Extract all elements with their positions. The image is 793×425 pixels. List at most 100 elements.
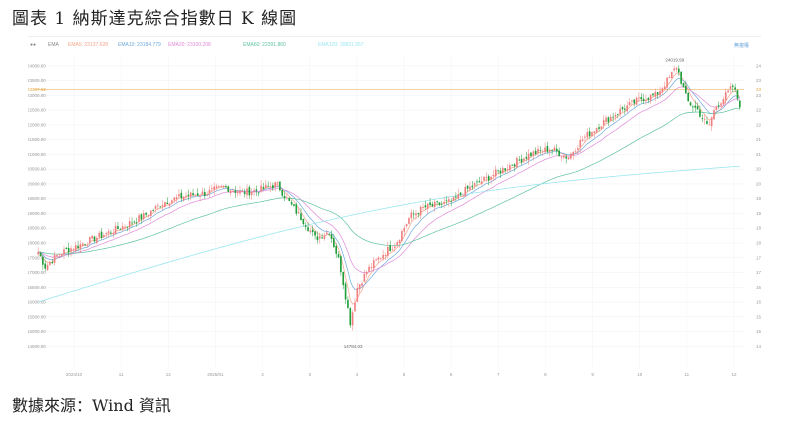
candle-body: [572, 152, 575, 156]
candle-body: [283, 195, 286, 199]
candle-body: [260, 185, 262, 192]
candle-body: [607, 117, 610, 123]
candle-body: [293, 204, 295, 206]
ema20-readout: EMA20: 23100.208: [168, 42, 211, 48]
ema-indicator-label[interactable]: EMA: [48, 42, 59, 48]
candle-body: [220, 185, 223, 187]
candle-body: [443, 201, 445, 204]
candle-body: [297, 212, 300, 214]
candle-body: [436, 201, 438, 203]
candle-body: [178, 194, 180, 197]
candle-body: [215, 186, 218, 189]
candle-body: [70, 248, 72, 252]
candle-body: [633, 99, 636, 104]
candle-body: [361, 283, 363, 286]
candle-body: [286, 197, 288, 199]
candle-body: [577, 148, 579, 150]
candle-body: [246, 188, 248, 196]
chart-frame: ●● EMA EMA5: 23137.628 EMA10: 23184.779 …: [27, 36, 775, 377]
candle-body: [234, 190, 237, 193]
candle-body: [370, 267, 373, 269]
candle-body: [626, 105, 629, 112]
candle-body: [171, 200, 173, 204]
y-tick-label-left: 22500.00: [28, 108, 46, 113]
candle-body: [405, 223, 408, 227]
candle-body: [213, 186, 215, 190]
candle-body: [86, 244, 89, 246]
candle-body: [598, 127, 600, 129]
candle-body: [222, 186, 225, 188]
x-tick-label: 2025/01: [207, 372, 224, 377]
ema5-line: [37, 72, 741, 305]
candle-body: [227, 186, 230, 192]
y-tick-label-left: 16000.00: [28, 300, 46, 305]
candle-body: [673, 68, 675, 71]
candle-body: [124, 226, 126, 228]
y-tick-label-right: 18500.00: [756, 226, 761, 231]
candle-body: [415, 213, 417, 216]
candle-body: [323, 235, 326, 239]
y-tick-label-right: 17500.00: [756, 255, 761, 260]
candle-body: [663, 86, 666, 89]
candle-body: [67, 247, 70, 253]
candle-body: [384, 255, 387, 257]
candle-body: [314, 231, 316, 236]
candle-body: [300, 213, 302, 221]
y-tick-label-left: 19000.00: [28, 211, 46, 216]
candle-body: [347, 299, 349, 308]
candle-body: [135, 222, 138, 224]
candle-body: [255, 189, 258, 191]
candle-body: [394, 246, 396, 248]
candle-body: [560, 156, 563, 158]
adjustment-toggle[interactable]: 無複權: [734, 43, 750, 49]
candle-body: [316, 236, 319, 241]
candle-body: [53, 254, 56, 263]
candle-body: [490, 176, 492, 180]
candle-body: [504, 168, 506, 171]
candle-body: [194, 194, 197, 196]
candle-body: [142, 213, 145, 220]
candle-body: [49, 262, 51, 265]
candle-body: [652, 93, 654, 96]
candle-body: [133, 221, 136, 223]
candle-body: [483, 176, 485, 181]
candle-body: [185, 195, 187, 197]
candle-body: [154, 205, 157, 209]
y-tick-label-right: 15500.00: [756, 314, 761, 319]
candle-body: [703, 119, 706, 121]
candle-body: [309, 230, 312, 233]
candle-body: [520, 158, 523, 163]
candle-body: [203, 192, 206, 196]
candle-body: [288, 198, 291, 201]
candle-body: [478, 181, 481, 183]
candle-body: [567, 157, 570, 160]
candle-body: [516, 157, 518, 168]
candle-body: [518, 159, 521, 161]
candle-body: [304, 225, 307, 227]
candle-body: [335, 245, 338, 254]
ema60-readout: EMA60: 22391.860: [243, 42, 286, 48]
candle-body: [208, 189, 211, 194]
candle-body: [736, 90, 739, 99]
candle-body: [509, 165, 511, 171]
x-tick-label: 6: [450, 372, 453, 377]
candle-body: [307, 227, 309, 232]
x-tick-label: 12: [731, 372, 737, 377]
candle-body: [377, 257, 380, 260]
candle-body: [168, 203, 171, 206]
candle-body: [396, 242, 399, 245]
y-tick-label-left: 17000.00: [28, 270, 46, 275]
candle-body: [77, 245, 79, 249]
candle-body: [497, 170, 499, 172]
candle-body: [685, 85, 687, 94]
candle-body: [389, 245, 391, 252]
y-tick-label-right: 16000.00: [756, 300, 761, 305]
candle-body: [687, 92, 690, 102]
y-tick-label-right: 24000.00: [756, 63, 761, 68]
candle-body: [680, 71, 682, 84]
y-tick-label-right: 23500.00: [756, 78, 761, 83]
toolbar-dots-icon[interactable]: ●●: [30, 42, 37, 48]
candle-body: [494, 169, 497, 177]
y-tick-label-left: 22000.00: [28, 122, 46, 127]
x-tick-label: 7: [497, 372, 500, 377]
